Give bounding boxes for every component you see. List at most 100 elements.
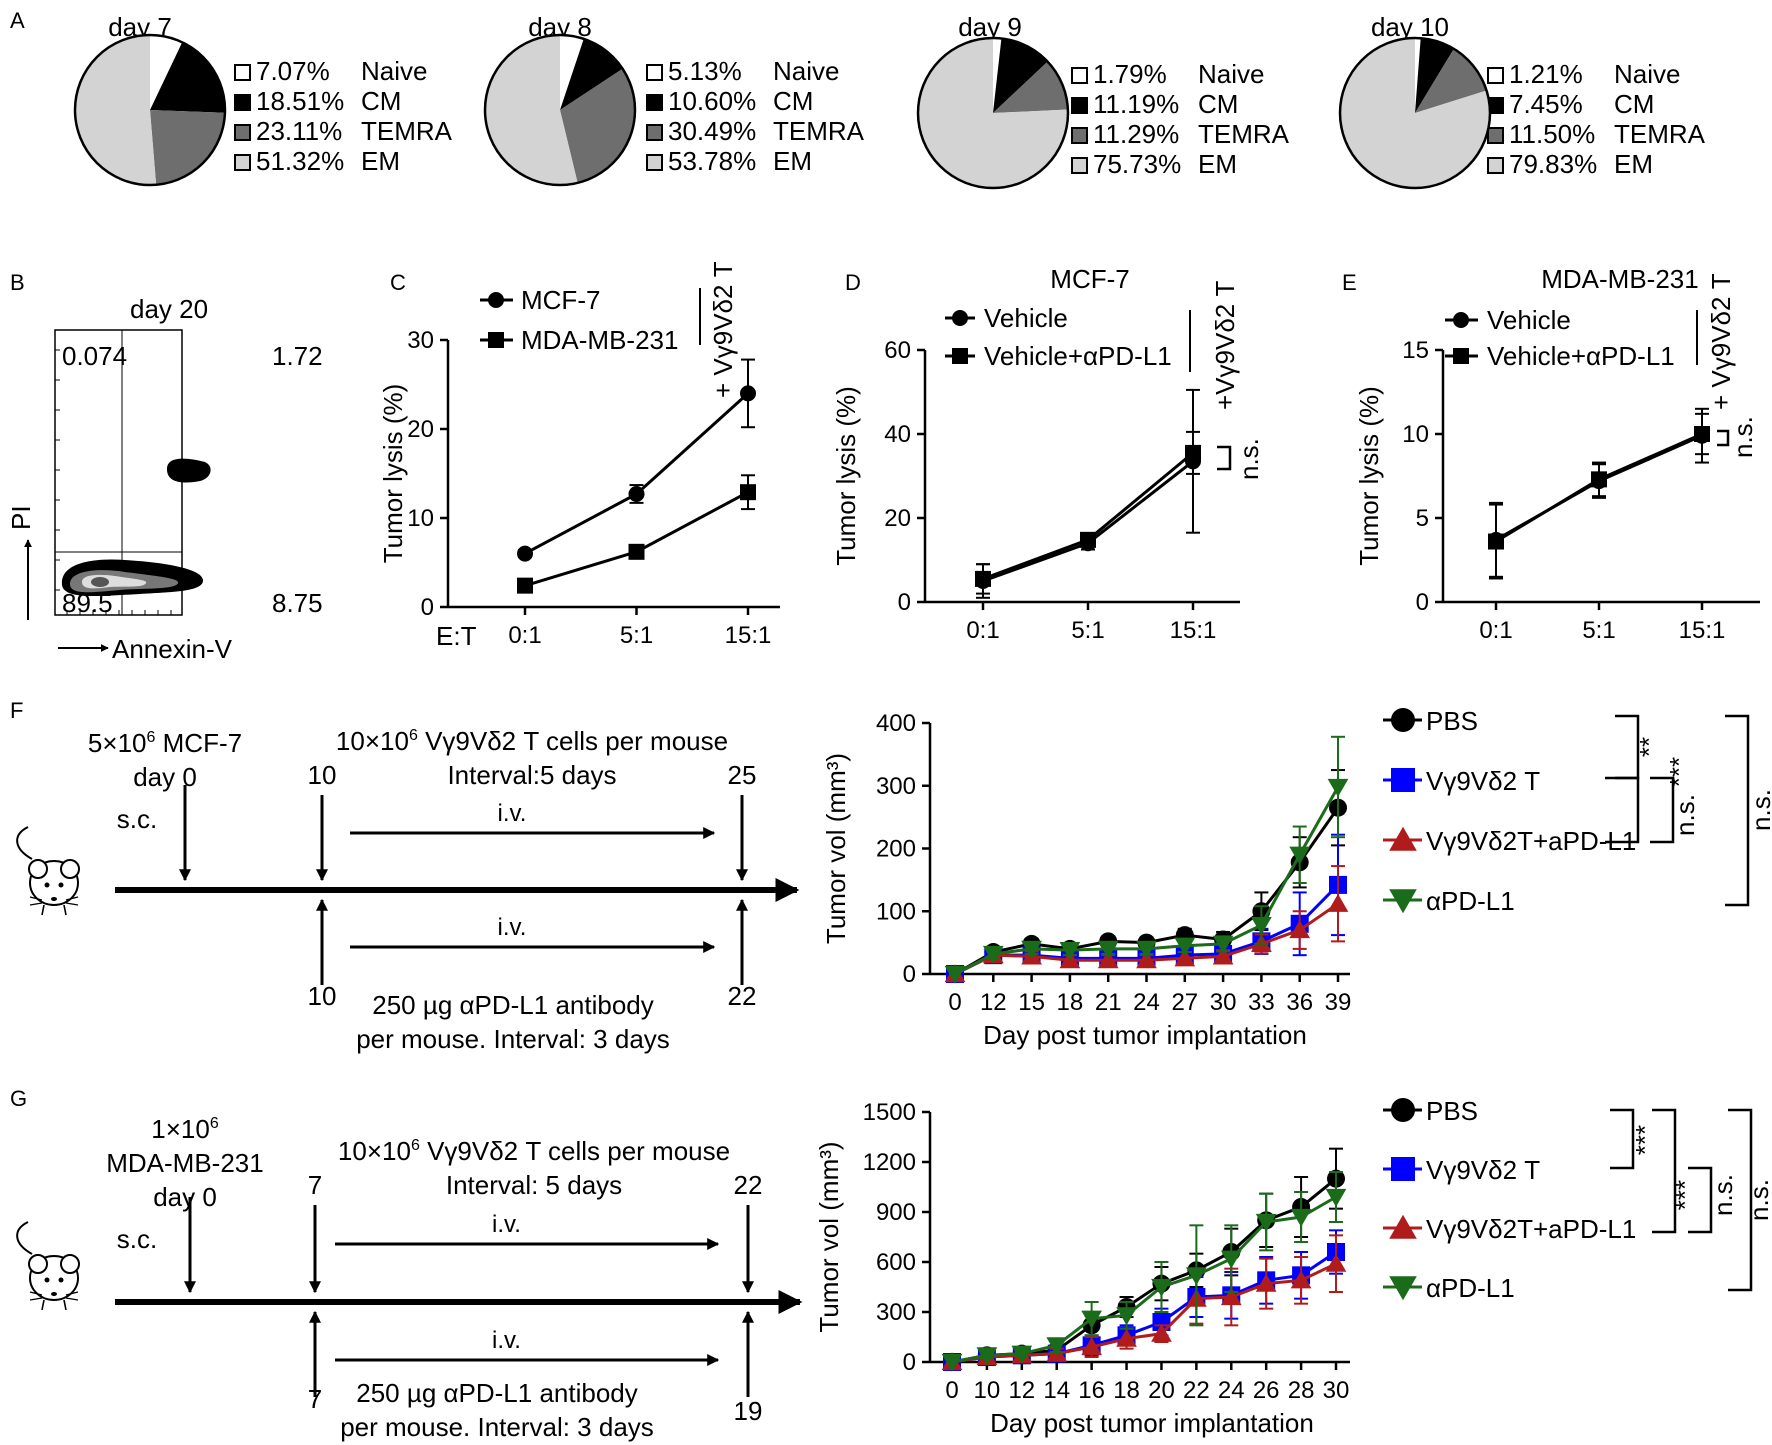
data-point <box>1325 1253 1347 1272</box>
significance-bracket <box>1688 1166 1713 1234</box>
tumor-dose-label: 5×106 MCF-7 <box>88 728 242 758</box>
x-axis-label: E:T <box>436 621 477 651</box>
line-chart-c: 0 10 20 30 0:1 5:1 15:1 E:T Tumor lysis (%) MCF-7… <box>378 261 780 651</box>
tcell-dose-text: 10×10 <box>338 1136 411 1166</box>
legend-swatch-cm <box>234 94 251 111</box>
slice-percent: 5.13% <box>668 56 742 86</box>
x-tick-label: 14 <box>1043 1377 1070 1404</box>
legend-marker-vehicle <box>952 310 968 326</box>
x-tick-label: 12 <box>980 989 1007 1016</box>
data-point <box>1290 1270 1312 1289</box>
data-point <box>1097 950 1119 969</box>
data-point <box>1011 1345 1033 1364</box>
tcell-description: Vγ9Vδ2 T cells per mouse <box>418 726 728 756</box>
legend-marker-mda-mb-231 <box>488 332 504 348</box>
x-axis-label: Day post tumor implantation <box>983 1020 1307 1050</box>
pie-slice-temra <box>993 61 1068 113</box>
y-tick-label: 30 <box>407 327 434 354</box>
data-point <box>976 1347 998 1366</box>
data-point <box>941 1353 963 1372</box>
y-tick-label: 0 <box>903 1349 916 1376</box>
legend-swatch-naive <box>1487 67 1504 84</box>
data-point <box>1255 1273 1277 1292</box>
quadrant-ul: 0.074 <box>62 341 127 371</box>
slice-percent: 11.29% <box>1093 119 1179 149</box>
data-point <box>1021 940 1042 959</box>
x-tick-label: 30 <box>1323 1377 1350 1404</box>
significance-bracket <box>1717 429 1730 447</box>
slice-percent: 11.50% <box>1509 119 1595 149</box>
tcell-description: Vγ9Vδ2 T cells per mouse <box>420 1136 730 1166</box>
slice-label: CM <box>361 86 401 116</box>
tumor-dose-text: 5×10 <box>88 728 147 758</box>
pie-slice-cm <box>560 38 623 111</box>
x-tick-label: 24 <box>1218 1377 1245 1404</box>
y-tick-label: 10 <box>407 505 434 532</box>
x-tick-label: 18 <box>1057 989 1084 1016</box>
data-point <box>628 543 645 560</box>
panel-letter-g: G <box>10 1086 27 1111</box>
slice-percent: 1.21% <box>1509 59 1583 89</box>
data-point <box>1694 426 1710 442</box>
tumor-dose-text: 1×10 <box>151 1114 210 1144</box>
slice-percent: 11.19% <box>1093 89 1179 119</box>
legend-marker-vehicle-pd-l1 <box>1453 348 1469 364</box>
annotation: + Vγ9Vδ2 T <box>1706 273 1736 410</box>
y-tick-label: 40 <box>884 421 911 448</box>
x-tick-label: 36 <box>1286 989 1313 1016</box>
data-point <box>1327 778 1349 797</box>
x-axis-label: Annexin-V <box>112 634 233 664</box>
slice-label: Naive <box>1198 59 1264 89</box>
cell-population-double-positive <box>166 458 211 483</box>
tumor-dose-exponent: 6 <box>147 729 156 746</box>
x-tick-label: 21 <box>1095 989 1122 1016</box>
legend-marker-pbs <box>1391 1098 1415 1122</box>
data-point <box>1186 1267 1207 1286</box>
data-point <box>1220 1287 1242 1306</box>
series-vehicle <box>975 388 1201 599</box>
data-point <box>517 545 533 562</box>
pie-slice-naive <box>1415 38 1421 113</box>
x-tick-label: 33 <box>1248 989 1275 1016</box>
x-tick-label: 22 <box>1183 1377 1210 1404</box>
tcell-dose-label: 10×106 Vγ9Vδ2 T cells per mouse <box>336 726 728 756</box>
y-tick-label: 10 <box>1402 421 1429 448</box>
y-axis-label: Tumor lysis (%) <box>831 386 861 566</box>
antibody-label: 250 µg αPD-L1 antibody <box>356 1378 638 1408</box>
panel-letter-f: F <box>10 698 23 723</box>
y-tick-label: 100 <box>876 898 916 925</box>
data-point <box>1080 531 1096 548</box>
data-point <box>1325 1188 1347 1207</box>
x-tick-label: 12 <box>1008 1377 1035 1404</box>
y-axis-label: Tumor lysis (%) <box>378 384 408 564</box>
line-chart-g: 0 300 600 900 1200 1500 0 10 12 14 16 18 20 22 24 26 28 3… <box>814 1096 1772 1438</box>
legend-swatch-temra <box>646 124 663 141</box>
slice-percent: 10.60% <box>668 86 756 116</box>
series-line <box>524 490 749 588</box>
y-tick-label: 200 <box>876 836 916 863</box>
legend-swatch-em <box>234 154 251 171</box>
slice-label: TEMRA <box>1198 119 1290 149</box>
annotation: +Vγ9Vδ2 T <box>1210 281 1240 410</box>
legend-swatch-temra <box>1487 127 1504 144</box>
y-tick-label: 0 <box>898 589 911 616</box>
pie-slice-em <box>918 38 1068 188</box>
y-tick-label: 0 <box>421 594 434 621</box>
y-tick-label: 600 <box>876 1249 916 1276</box>
x-tick-label: 0:1 <box>508 622 541 649</box>
quadrant-lr: 8.75 <box>272 588 323 618</box>
x-tick-label: 28 <box>1288 1377 1315 1404</box>
data-point <box>1151 1323 1172 1342</box>
legend-label: Vehicle+αPD-L1 <box>984 341 1172 371</box>
slice-label: CM <box>1614 89 1654 119</box>
x-tick-label: 0:1 <box>966 617 999 644</box>
data-point <box>1097 940 1119 959</box>
x-tick-label: 15:1 <box>725 622 772 649</box>
route-label-iv-bottom: i.v. <box>498 914 527 941</box>
pie-slice-em <box>74 34 157 186</box>
slice-label: EM <box>773 146 812 176</box>
data-point <box>1151 1278 1172 1297</box>
legend-marker-v-9v-2t-apd-l1 <box>1389 1214 1417 1239</box>
legend-swatch-temra <box>234 124 251 141</box>
pie-slice-temra <box>560 68 635 183</box>
